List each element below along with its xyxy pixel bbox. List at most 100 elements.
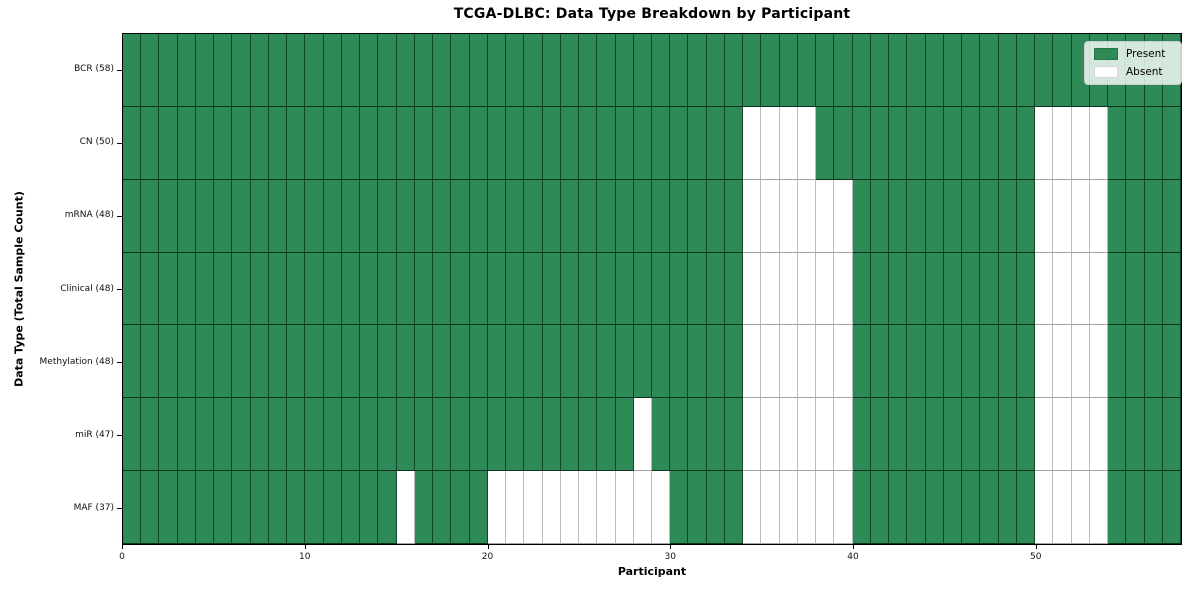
heatmap-cell (597, 471, 616, 544)
heatmap-cell (998, 471, 1017, 544)
heatmap-cell (268, 34, 288, 107)
heatmap-cell (123, 398, 142, 472)
heatmap-cell (743, 252, 762, 326)
x-tick-mark (1035, 545, 1037, 549)
heatmap-cell (378, 325, 397, 399)
heatmap-cell (378, 34, 397, 107)
heatmap-cell (560, 106, 580, 180)
heatmap-cell (360, 179, 379, 253)
heatmap-cell (560, 471, 580, 544)
heatmap-cell (268, 106, 288, 180)
heatmap-cell (907, 106, 926, 180)
heatmap-cell (414, 252, 434, 326)
heatmap-cell (1053, 106, 1072, 180)
heatmap-cell (998, 34, 1017, 107)
heatmap-cell (1162, 398, 1181, 472)
heatmap-cell (433, 252, 452, 326)
heatmap-cell (597, 179, 616, 253)
heatmap-cell (706, 471, 725, 544)
heatmap-cell (688, 398, 707, 472)
heatmap-cell (761, 252, 780, 326)
x-tick-mark (670, 545, 672, 549)
heatmap-cell (323, 179, 342, 253)
heatmap-cell (1016, 325, 1036, 399)
heatmap-cell (943, 471, 963, 544)
heatmap-cell (1035, 325, 1054, 399)
heatmap-cell (761, 179, 780, 253)
heatmap-cell (925, 34, 944, 107)
heatmap-cell (1162, 252, 1181, 326)
heatmap-cell (651, 325, 671, 399)
heatmap-cell (870, 179, 890, 253)
heatmap-cell (360, 398, 379, 472)
heatmap-cell (761, 325, 780, 399)
heatmap-cell (305, 398, 324, 472)
heatmap-cell (560, 252, 580, 326)
heatmap-cell (1035, 106, 1054, 180)
legend-label-present: Present (1126, 48, 1166, 60)
heatmap-cell (943, 106, 963, 180)
heatmap-cell (141, 34, 160, 107)
heatmap-cell (980, 252, 999, 326)
heatmap-cell (688, 471, 707, 544)
heatmap-cell (177, 252, 196, 326)
heatmap-cell (451, 34, 470, 107)
heatmap-cell (925, 252, 944, 326)
heatmap-cell (925, 179, 944, 253)
heatmap-cell (1108, 325, 1127, 399)
heatmap-cell (1162, 325, 1181, 399)
heatmap-cell (506, 325, 525, 399)
y-tick-label: BCR (58) (74, 64, 114, 75)
heatmap-cell (633, 325, 652, 399)
heatmap-cell (1053, 179, 1072, 253)
heatmap-cell (834, 179, 853, 253)
heatmap-cell (980, 325, 999, 399)
heatmap-cell (779, 34, 798, 107)
heatmap-cell (487, 398, 507, 472)
heatmap-cell (706, 106, 725, 180)
heatmap-cell (1071, 325, 1090, 399)
heatmap-cell (633, 398, 652, 472)
heatmap-cell (1035, 34, 1054, 107)
heatmap-cell (907, 252, 926, 326)
heatmap-cell (1162, 471, 1181, 544)
heatmap-cell (433, 179, 452, 253)
heatmap-cell (1016, 34, 1036, 107)
heatmap-cell (141, 325, 160, 399)
heatmap-cell (1126, 398, 1145, 472)
heatmap-cell (743, 398, 762, 472)
heatmap-cell (506, 471, 525, 544)
heatmap-cell (889, 398, 908, 472)
y-tick-label: MAF (37) (73, 502, 114, 513)
heatmap-cell (797, 179, 817, 253)
heatmap-cell (597, 325, 616, 399)
heatmap-cell (1089, 325, 1109, 399)
heatmap-cell (232, 34, 251, 107)
heatmap-cell (287, 179, 306, 253)
heatmap-cell (688, 34, 707, 107)
heatmap-cell (1053, 325, 1072, 399)
heatmap-cell (597, 106, 616, 180)
heatmap-cell (925, 106, 944, 180)
heatmap-cell (1053, 398, 1072, 472)
heatmap-cell (943, 252, 963, 326)
heatmap-cell (1108, 398, 1127, 472)
heatmap-cell (360, 471, 379, 544)
heatmap-cell (907, 325, 926, 399)
legend-label-absent: Absent (1126, 66, 1163, 78)
heatmap-cell (779, 471, 798, 544)
heatmap-cell (542, 34, 561, 107)
heatmap-cell (907, 398, 926, 472)
heatmap-cell (870, 325, 890, 399)
heatmap-cell (195, 325, 215, 399)
heatmap-cell (579, 471, 598, 544)
heatmap-cell (816, 106, 835, 180)
heatmap-cell (597, 398, 616, 472)
heatmap-cell (159, 252, 178, 326)
heatmap-cell (579, 179, 598, 253)
heatmap-cell (469, 252, 488, 326)
heatmap-cell (487, 471, 507, 544)
heatmap-cell (560, 34, 580, 107)
heatmap-cell (542, 471, 561, 544)
heatmap-cell (1089, 471, 1109, 544)
